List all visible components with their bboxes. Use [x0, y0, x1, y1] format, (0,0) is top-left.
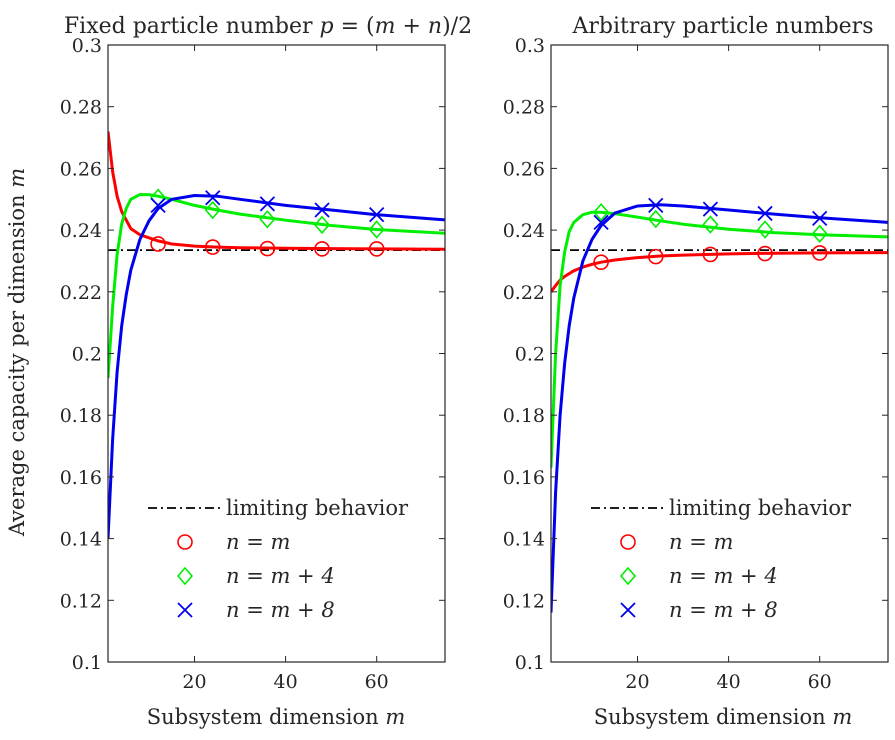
y-tick-label: 0.2 [515, 344, 545, 366]
plot-area [551, 197, 888, 613]
marker-circle [177, 534, 193, 550]
y-tick-label: 0.1 [515, 652, 545, 674]
marker-cross [648, 197, 664, 214]
marker-cross [702, 201, 719, 217]
y-tick-label: 0.24 [503, 220, 545, 242]
legend: limiting behavior n = m n = m + 4 n = m + 8 [591, 496, 852, 622]
y-tick-label: 0.28 [503, 97, 545, 119]
marker-circle [204, 239, 221, 255]
marker-cross [177, 602, 193, 618]
marker-circle [150, 236, 166, 252]
marker-cross [150, 197, 166, 214]
chart-panel-fixed: Fixed particle number p = (m + n)/2 Subs… [5, 14, 472, 729]
marker-circle [593, 254, 609, 270]
series-line [551, 251, 888, 293]
y-tick-label: 0.12 [503, 590, 545, 612]
x-tick-label: 60 [365, 671, 389, 693]
legend-limiting-label: limiting behavior [669, 496, 852, 520]
x-tick-label: 20 [182, 671, 206, 693]
plot-area [108, 131, 445, 539]
y-tick-label: 0.26 [60, 158, 102, 180]
legend-series-label: n = m + 4 [669, 564, 778, 588]
x-tick-label: 20 [625, 671, 649, 693]
marker-circle [702, 246, 719, 263]
legend: limiting behavior n = m n = m + 4 n = m + 8 [148, 496, 409, 622]
marker-circle [368, 241, 385, 257]
legend-series-label: n = m + 8 [669, 598, 778, 622]
chart-title: Arbitrary particle numbers [571, 14, 873, 39]
chart-panel-arbitrary: Arbitrary particle numbers Subsystem dim… [503, 14, 889, 729]
marker-circle [620, 534, 636, 550]
y-tick-label: 0.3 [515, 35, 545, 57]
legend-series-label: n = m + 8 [226, 598, 335, 622]
marker-circle [757, 245, 773, 262]
marker-diamond [702, 215, 719, 234]
marker-diamond [647, 209, 664, 229]
marker-cross [812, 210, 828, 227]
y-tick-label: 0.16 [60, 467, 102, 489]
marker-diamond [619, 566, 637, 586]
y-tick-label: 0.22 [60, 282, 102, 304]
y-tick-label: 0.12 [60, 590, 102, 612]
legend-series-label: n = m + 4 [226, 564, 335, 588]
legend-limiting-label: limiting behavior [226, 496, 409, 520]
y-tick-label: 0.22 [503, 282, 545, 304]
marker-cross [205, 190, 221, 206]
legend-series-label: n = m [669, 530, 733, 554]
marker-cross [620, 602, 636, 618]
y-tick-label: 0.28 [60, 97, 102, 119]
marker-cross [259, 196, 276, 212]
chart-title: Fixed particle number p = (m + n)/2 [64, 14, 472, 39]
y-tick-label: 0.14 [60, 529, 102, 551]
legend-series-label: n = m [226, 530, 290, 554]
y-tick-label: 0.3 [72, 35, 102, 57]
y-tick-label: 0.24 [60, 220, 102, 242]
y-tick-label: 0.1 [72, 652, 102, 674]
series-line [108, 193, 445, 379]
marker-diamond [204, 200, 221, 220]
y-axis-label: Average capacity per dimension m [5, 168, 29, 537]
marker-cross [314, 202, 330, 218]
y-tick-label: 0.18 [60, 405, 102, 427]
marker-diamond [593, 202, 610, 222]
marker-cross [369, 207, 385, 223]
series-line [551, 210, 888, 468]
marker-cross [593, 214, 609, 231]
marker-circle [259, 240, 276, 257]
x-tick-label: 40 [717, 671, 741, 693]
marker-diamond [259, 210, 276, 229]
x-tick-label: 40 [274, 671, 298, 693]
marker-circle [811, 245, 828, 261]
marker-circle [314, 241, 330, 257]
marker-cross [757, 205, 773, 222]
marker-diamond [176, 566, 194, 586]
y-tick-label: 0.18 [503, 405, 545, 427]
x-axis-label: Subsystem dimension m [147, 705, 406, 729]
series-line [551, 203, 888, 613]
marker-diamond [368, 220, 385, 239]
marker-diamond [313, 215, 331, 235]
marker-diamond [756, 220, 774, 239]
y-tick-label: 0.26 [503, 158, 545, 180]
x-tick-label: 60 [808, 671, 832, 693]
marker-diamond [811, 224, 828, 244]
y-tick-label: 0.14 [503, 529, 545, 551]
y-tick-label: 0.2 [72, 344, 102, 366]
marker-circle [647, 248, 664, 265]
series-line [108, 194, 445, 539]
y-tick-label: 0.16 [503, 467, 545, 489]
x-axis-label: Subsystem dimension m [594, 705, 853, 729]
